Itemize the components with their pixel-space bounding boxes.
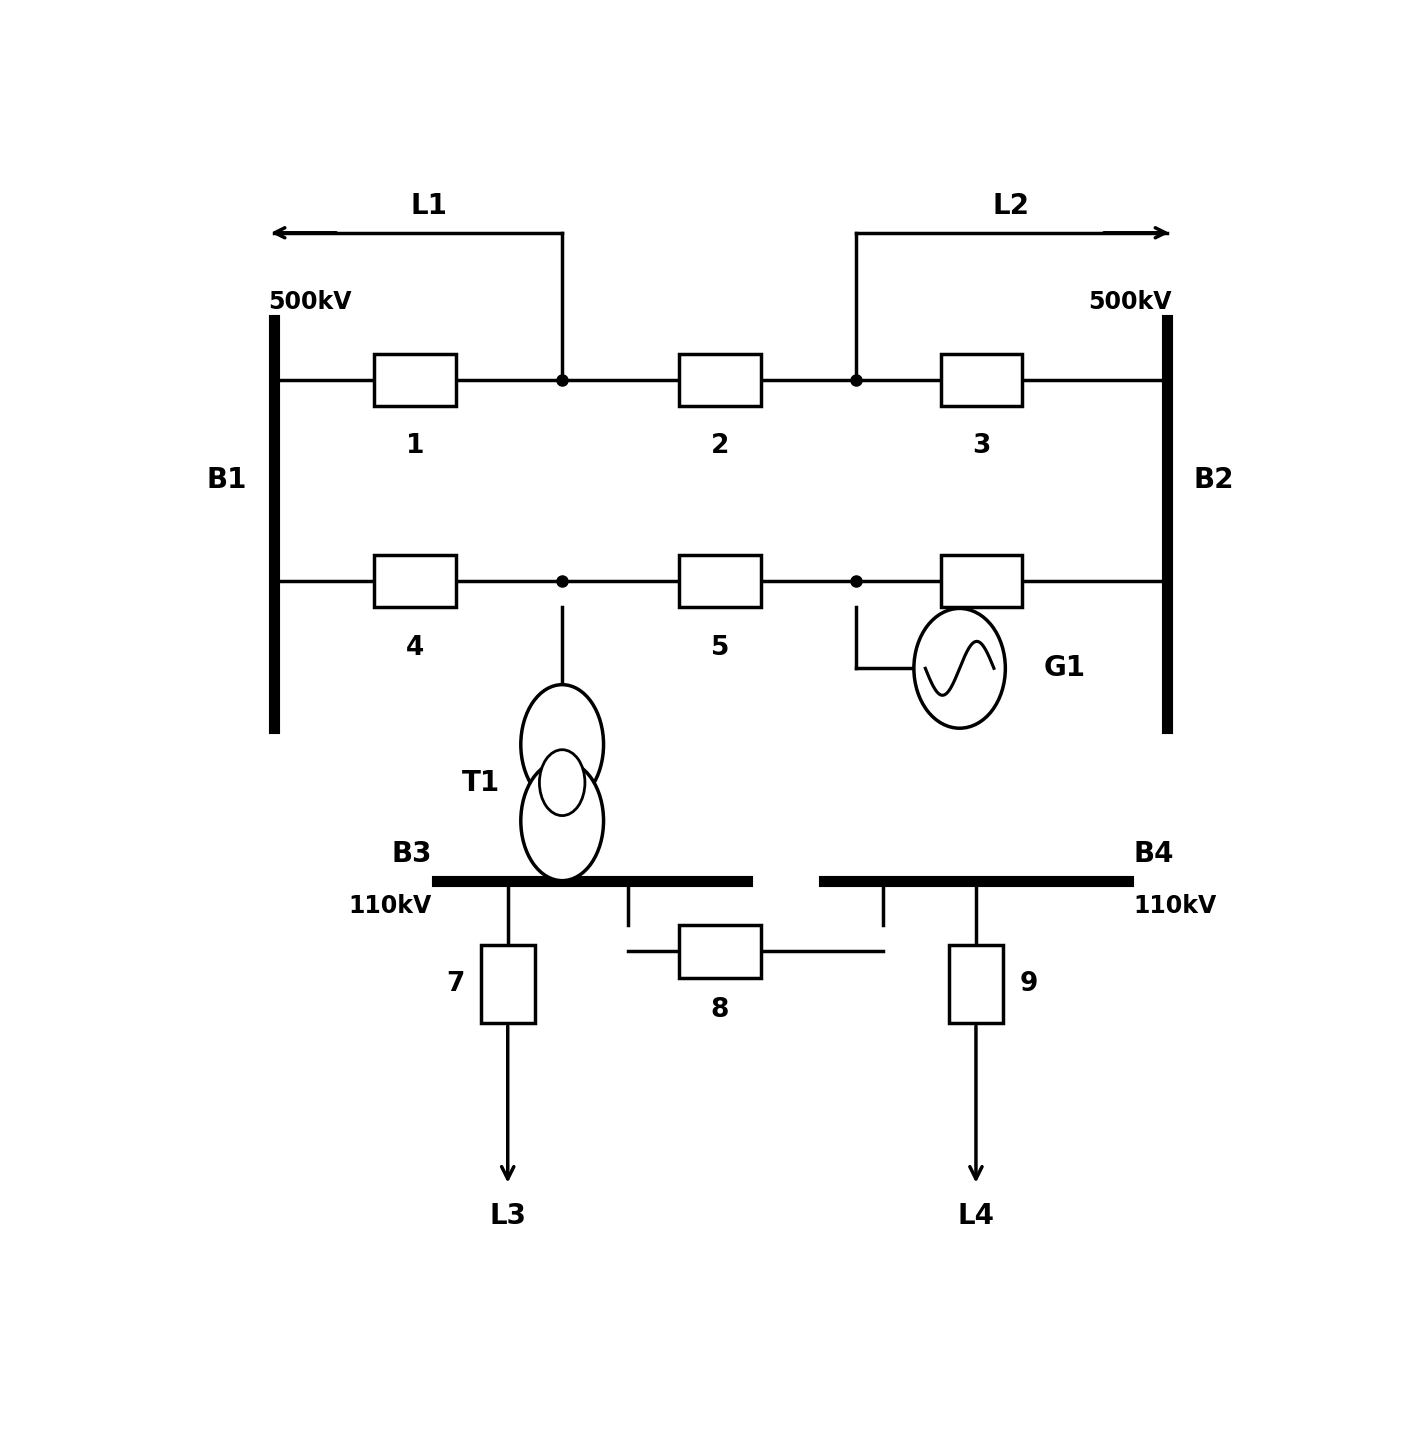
Bar <box>679 926 762 978</box>
Text: B1: B1 <box>207 467 246 495</box>
Text: 9: 9 <box>1020 970 1038 996</box>
Text: 8: 8 <box>711 998 729 1024</box>
Text: L1: L1 <box>410 192 447 219</box>
Text: L3: L3 <box>489 1201 527 1230</box>
Text: 1: 1 <box>406 433 424 459</box>
Bar <box>940 353 1023 405</box>
Text: 110kV: 110kV <box>348 894 431 917</box>
Text: 500kV: 500kV <box>1089 290 1172 314</box>
Text: B2: B2 <box>1194 467 1234 495</box>
Text: 7: 7 <box>445 970 464 996</box>
Text: B3: B3 <box>391 839 431 868</box>
Text: L2: L2 <box>993 192 1030 219</box>
Bar <box>481 945 535 1024</box>
Text: B4: B4 <box>1134 839 1175 868</box>
Text: T1: T1 <box>461 769 500 796</box>
Ellipse shape <box>521 761 604 881</box>
Text: 4: 4 <box>406 634 424 660</box>
Text: 500kV: 500kV <box>268 290 351 314</box>
Bar <box>679 353 762 405</box>
Bar <box>940 555 1023 607</box>
Ellipse shape <box>540 750 584 816</box>
Text: 2: 2 <box>711 433 729 459</box>
Text: G1: G1 <box>1044 655 1086 682</box>
Text: 110kV: 110kV <box>1134 894 1217 917</box>
Bar <box>374 555 457 607</box>
Bar <box>679 555 762 607</box>
Bar <box>948 945 1003 1024</box>
Ellipse shape <box>913 609 1006 728</box>
Text: 5: 5 <box>711 634 729 660</box>
Text: 3: 3 <box>972 433 991 459</box>
Bar <box>374 353 457 405</box>
Ellipse shape <box>521 685 604 805</box>
Text: 6: 6 <box>972 634 991 660</box>
Text: L4: L4 <box>957 1201 995 1230</box>
